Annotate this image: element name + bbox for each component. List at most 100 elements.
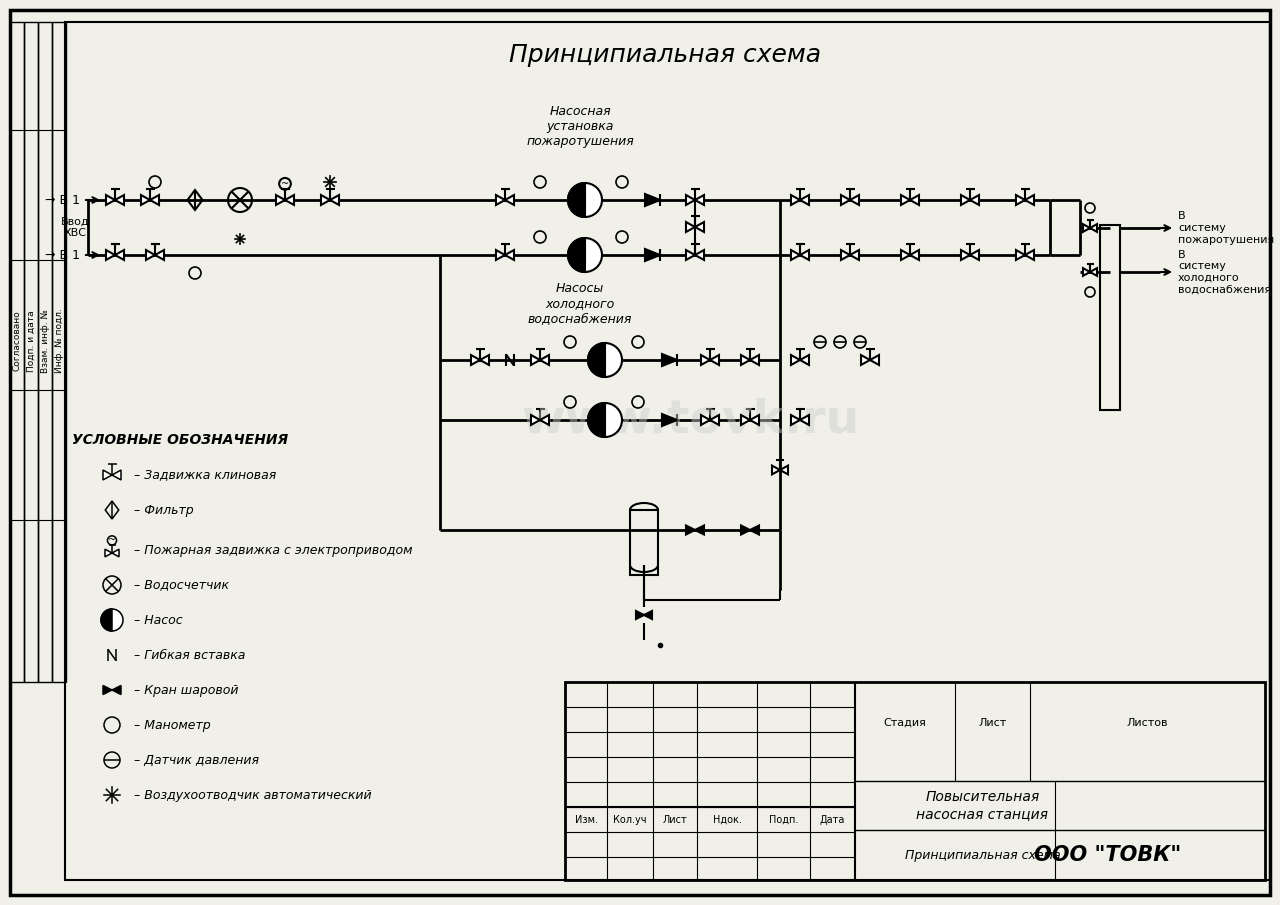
Text: – Гибкая вставка: – Гибкая вставка <box>134 649 246 662</box>
Polygon shape <box>1091 268 1097 276</box>
Text: – Датчик давления: – Датчик давления <box>134 754 259 767</box>
Circle shape <box>568 238 602 272</box>
Polygon shape <box>961 250 970 260</box>
Polygon shape <box>741 415 750 425</box>
Polygon shape <box>113 549 119 557</box>
Polygon shape <box>701 355 710 365</box>
Polygon shape <box>506 250 515 260</box>
Polygon shape <box>901 195 910 205</box>
Text: В
систему
холодного
водоснабжения: В систему холодного водоснабжения <box>1178 250 1271 294</box>
Polygon shape <box>645 194 660 206</box>
Polygon shape <box>471 355 480 365</box>
Polygon shape <box>115 195 124 205</box>
Polygon shape <box>800 195 809 205</box>
Text: ООО "ТОВК": ООО "ТОВК" <box>1034 845 1181 865</box>
Text: Принципиальная схема: Принципиальная схема <box>509 43 820 67</box>
Polygon shape <box>686 222 695 232</box>
Polygon shape <box>531 415 540 425</box>
Text: – Водосчетчик: – Водосчетчик <box>134 578 229 592</box>
Text: – Манометр: – Манометр <box>134 719 211 731</box>
Polygon shape <box>497 195 506 205</box>
Polygon shape <box>686 195 695 205</box>
Polygon shape <box>861 355 870 365</box>
Polygon shape <box>841 195 850 205</box>
Polygon shape <box>701 415 710 425</box>
Polygon shape <box>710 415 719 425</box>
Text: Повысительная
насосная станция: Повысительная насосная станция <box>916 790 1048 821</box>
Polygon shape <box>1083 224 1091 232</box>
Bar <box>10 22 24 682</box>
Polygon shape <box>662 354 677 366</box>
Polygon shape <box>1025 250 1034 260</box>
Polygon shape <box>102 470 113 480</box>
Text: Лист: Лист <box>663 814 687 824</box>
Bar <box>1100 225 1120 410</box>
Circle shape <box>568 183 602 217</box>
Polygon shape <box>695 195 704 205</box>
Text: – Воздухоотводчик автоматический: – Воздухоотводчик автоматический <box>134 788 371 802</box>
Polygon shape <box>800 250 809 260</box>
Polygon shape <box>105 549 113 557</box>
Polygon shape <box>870 355 879 365</box>
Wedge shape <box>101 609 113 631</box>
Polygon shape <box>497 250 506 260</box>
Polygon shape <box>772 465 780 474</box>
Text: Дата: Дата <box>819 814 845 824</box>
Polygon shape <box>750 526 759 535</box>
Polygon shape <box>644 611 652 619</box>
Text: УСЛОВНЫЕ ОБОЗНАЧЕНИЯ: УСЛОВНЫЕ ОБОЗНАЧЕНИЯ <box>72 433 288 447</box>
Polygon shape <box>330 195 339 205</box>
Polygon shape <box>791 195 800 205</box>
Polygon shape <box>780 465 788 474</box>
Polygon shape <box>645 249 660 261</box>
Polygon shape <box>695 250 704 260</box>
Polygon shape <box>276 195 285 205</box>
Text: – Пожарная задвижка с электроприводом: – Пожарная задвижка с электроприводом <box>134 544 412 557</box>
Text: Принципиальная схема: Принципиальная схема <box>905 849 1060 862</box>
Polygon shape <box>155 250 164 260</box>
Polygon shape <box>113 470 122 480</box>
Polygon shape <box>506 195 515 205</box>
Polygon shape <box>910 250 919 260</box>
Text: Насосы
холодного
водоснабжения: Насосы холодного водоснабжения <box>527 282 632 325</box>
Bar <box>564 682 1265 880</box>
Polygon shape <box>115 250 124 260</box>
Wedge shape <box>588 403 605 437</box>
Polygon shape <box>636 611 644 619</box>
Text: Ввод
ХВС: Ввод ХВС <box>60 216 90 238</box>
Text: Подп. и дата: Подп. и дата <box>27 310 36 372</box>
Polygon shape <box>531 355 540 365</box>
Polygon shape <box>106 250 115 260</box>
Text: Согласовано: Согласовано <box>13 310 22 371</box>
Polygon shape <box>102 685 113 694</box>
Text: Насосная
установка
пожаротушения: Насосная установка пожаротушения <box>526 105 634 148</box>
Polygon shape <box>800 355 809 365</box>
Polygon shape <box>1016 250 1025 260</box>
Text: Изм.: Изм. <box>575 814 598 824</box>
Circle shape <box>101 609 123 631</box>
Polygon shape <box>1025 195 1034 205</box>
Polygon shape <box>113 685 122 694</box>
Bar <box>38 22 52 682</box>
Polygon shape <box>901 250 910 260</box>
Circle shape <box>588 403 622 437</box>
Polygon shape <box>540 355 549 365</box>
Polygon shape <box>741 355 750 365</box>
Polygon shape <box>791 415 800 425</box>
Polygon shape <box>850 250 859 260</box>
Polygon shape <box>150 195 159 205</box>
Polygon shape <box>1083 268 1091 276</box>
Polygon shape <box>850 195 859 205</box>
Polygon shape <box>910 195 919 205</box>
Text: Стадия: Стадия <box>883 718 927 728</box>
Polygon shape <box>741 526 750 535</box>
Polygon shape <box>791 355 800 365</box>
Polygon shape <box>146 250 155 260</box>
Polygon shape <box>695 526 704 535</box>
Wedge shape <box>588 343 605 377</box>
Polygon shape <box>1016 195 1025 205</box>
Polygon shape <box>695 222 704 232</box>
Text: В
систему
пожаротушения: В систему пожаротушения <box>1178 212 1275 244</box>
Text: Ндок.: Ндок. <box>713 814 741 824</box>
Polygon shape <box>750 355 759 365</box>
